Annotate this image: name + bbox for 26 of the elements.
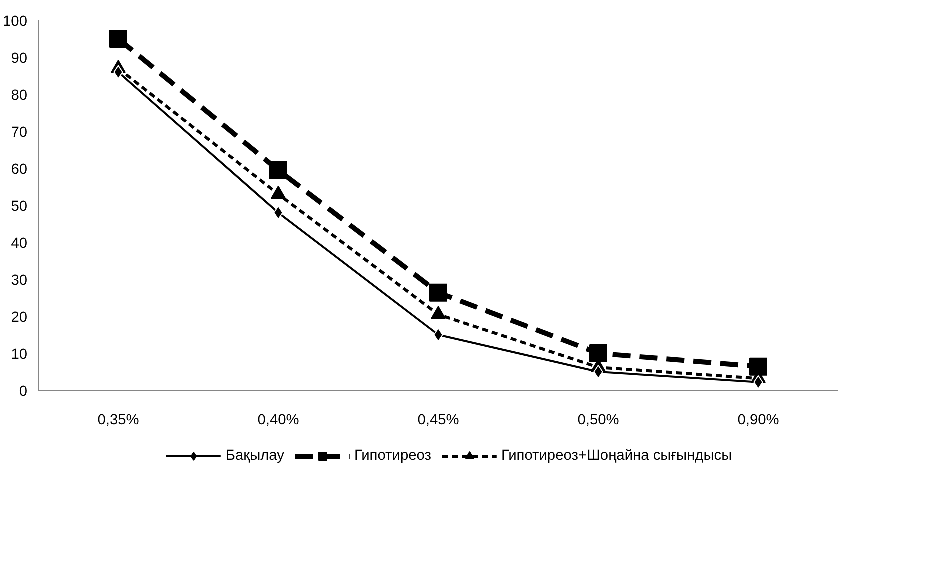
- legend-label: Гипотиреоз+Шоңайна сығындысы: [501, 448, 732, 464]
- y-tick-label: 20: [11, 310, 28, 326]
- point: [750, 358, 768, 376]
- y-tick-label: 40: [11, 236, 28, 252]
- point: [430, 284, 448, 302]
- x-tick-label: 0,90%: [738, 412, 780, 428]
- y-tick-label: 0: [19, 384, 28, 400]
- x-tick-label: 0,50%: [578, 412, 620, 428]
- legend-label: Гипотиреоз: [354, 448, 432, 464]
- point: [590, 344, 608, 362]
- point: [594, 365, 604, 379]
- y-tick-label: 10: [11, 347, 28, 363]
- y-tick-label: 60: [11, 162, 28, 178]
- legend-label: Бақылау: [226, 448, 284, 464]
- point: [110, 30, 128, 48]
- x-tick-label: 0,35%: [98, 412, 140, 428]
- x-tick-label: 0,40%: [258, 412, 300, 428]
- y-tick-label: 70: [11, 125, 28, 141]
- y-tick-label: 50: [11, 199, 28, 215]
- point: [434, 328, 444, 342]
- x-tick-label: 0,45%: [418, 412, 460, 428]
- point: [270, 161, 288, 180]
- y-tick-label: 30: [11, 273, 28, 289]
- y-tick-label: 80: [11, 88, 28, 104]
- y-tick-label: 100: [3, 14, 28, 30]
- y-tick-label: 90: [11, 51, 28, 67]
